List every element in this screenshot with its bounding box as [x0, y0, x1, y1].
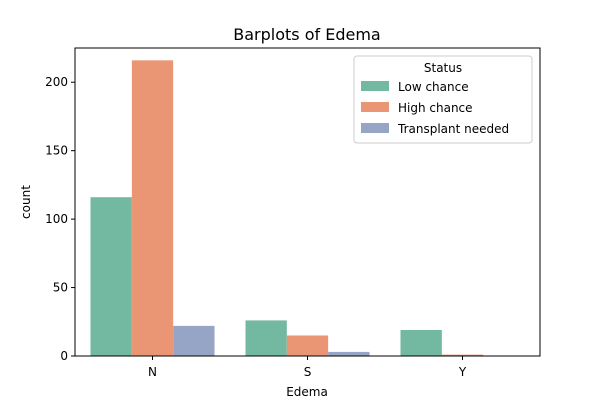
- y-tick-label: 150: [45, 144, 68, 158]
- x-tick-label: N: [148, 365, 157, 379]
- bar-transplant-needed-n: [173, 325, 215, 356]
- x-axis-label: Edema: [286, 385, 328, 399]
- plot-area: [90, 60, 484, 356]
- bar-low-chance-n: [90, 197, 132, 356]
- x-tick-label: Y: [458, 365, 467, 379]
- y-axis: 0 50 100 150 200: [45, 75, 75, 363]
- y-tick-label: 50: [53, 281, 68, 295]
- bar-high-chance-s: [286, 335, 329, 356]
- y-tick-label: 200: [45, 75, 68, 89]
- y-axis-label: count: [19, 185, 33, 219]
- legend: Status Low chance High chance Transplant n…: [353, 55, 533, 144]
- legend-swatch-low-chance: [361, 81, 389, 91]
- bar-low-chance-s: [245, 320, 287, 356]
- legend-swatch-transplant-needed: [361, 123, 389, 133]
- legend-items: Low chance High chance Transplant needed: [361, 80, 509, 136]
- legend-box: [353, 55, 533, 144]
- chart-title: Barplots of Edema: [233, 25, 380, 44]
- legend-swatch-high-chance: [361, 102, 389, 112]
- x-tick-label: S: [304, 365, 312, 379]
- y-tick-label: 100: [45, 212, 68, 226]
- bar-low-chance-y: [400, 329, 442, 356]
- bar-high-chance-n: [131, 60, 174, 356]
- legend-label-low-chance: Low chance: [398, 80, 469, 94]
- legend-label-transplant-needed: Transplant needed: [397, 122, 509, 136]
- legend-label-high-chance: High chance: [398, 101, 473, 115]
- bar-transplant-needed-s: [328, 351, 370, 356]
- bar-high-chance-y: [441, 354, 484, 356]
- legend-title: Status: [424, 61, 462, 75]
- y-tick-label: 0: [60, 349, 68, 363]
